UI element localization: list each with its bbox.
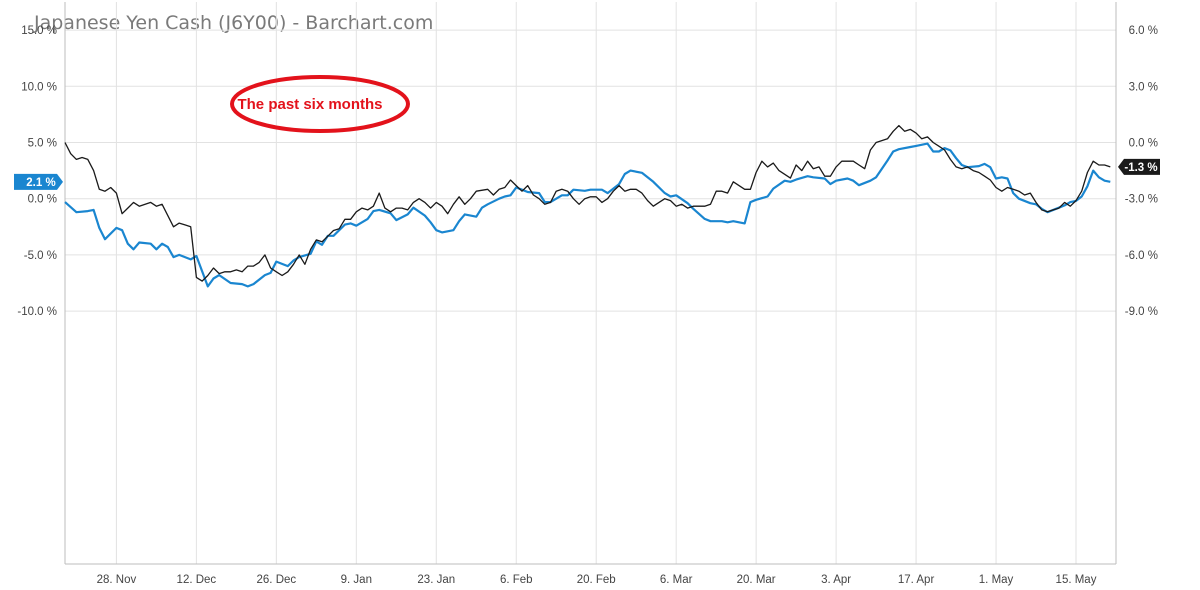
grid [65,2,1116,564]
badge-shape [14,173,63,190]
series-line-left-axis [64,142,1111,288]
right-y-tick-label: -3.0 % [1125,194,1158,206]
left-y-tick-label: 5.0 % [28,138,57,150]
series-lines [64,124,1111,288]
x-tick-label: 23. Jan [417,574,455,586]
x-axis: 28. Nov 12. Dec 26. Dec 9. Jan 23. Jan 6. Feb… [97,574,1097,586]
badge-label: 2.1 % [26,177,55,189]
left-y-tick-label: -10.0 % [17,306,57,318]
x-tick-label: 17. Apr [898,574,935,586]
badge-label: -1.3 % [1124,162,1157,174]
right-y-tick-label: -6.0 % [1125,250,1158,262]
annotations: The past six months [230,75,410,133]
right-y-axis: 6.0 % 3.0 % 0.0 % -3.0 % -6.0 % -9.0 % [1125,25,1158,318]
left-y-tick-label: 15.0 % [21,25,57,37]
plot-frame [64,2,1117,565]
annotation-ellipse [230,75,410,133]
left-y-tick-label: 10.0 % [21,81,57,93]
right-y-tick-label: -9.0 % [1125,306,1158,318]
right-y-tick-label: 3.0 % [1129,81,1158,93]
x-tick-label: 26. Dec [257,574,297,586]
x-tick-label: 15. May [1056,574,1097,586]
left-y-tick-label: -5.0 % [24,250,57,262]
right-y-tick-label: 0.0 % [1129,138,1158,150]
x-tick-label: 28. Nov [97,574,137,586]
left-last-value-badge: 2.1 % [14,173,63,190]
badge-shape [1118,158,1160,175]
x-tick-label: 9. Jan [341,574,372,586]
chart-title: Japanese Yen Cash (J6Y00) - Barchart.com [33,12,433,34]
right-y-tick-label: 6.0 % [1129,25,1158,37]
last-value-badges: 2.1 % -1.3 % [14,158,1160,190]
right-last-value-badge: -1.3 % [1118,158,1160,175]
x-tick-label: 1. May [979,574,1014,586]
x-tick-label: 12. Dec [177,574,217,586]
series-line-right-axis [64,124,1111,282]
left-y-tick-label: 0.0 % [28,194,57,206]
x-tick-label: 3. Apr [821,574,851,586]
annotation-text: The past six months [237,96,382,113]
x-tick-label: 6. Mar [660,574,693,586]
left-y-axis: 15.0 % 10.0 % 5.0 % 0.0 % -5.0 % -10.0 % [17,25,57,318]
x-tick-label: 20. Mar [737,574,776,586]
x-tick-label: 6. Feb [500,574,533,586]
x-tick-label: 20. Feb [577,574,616,586]
